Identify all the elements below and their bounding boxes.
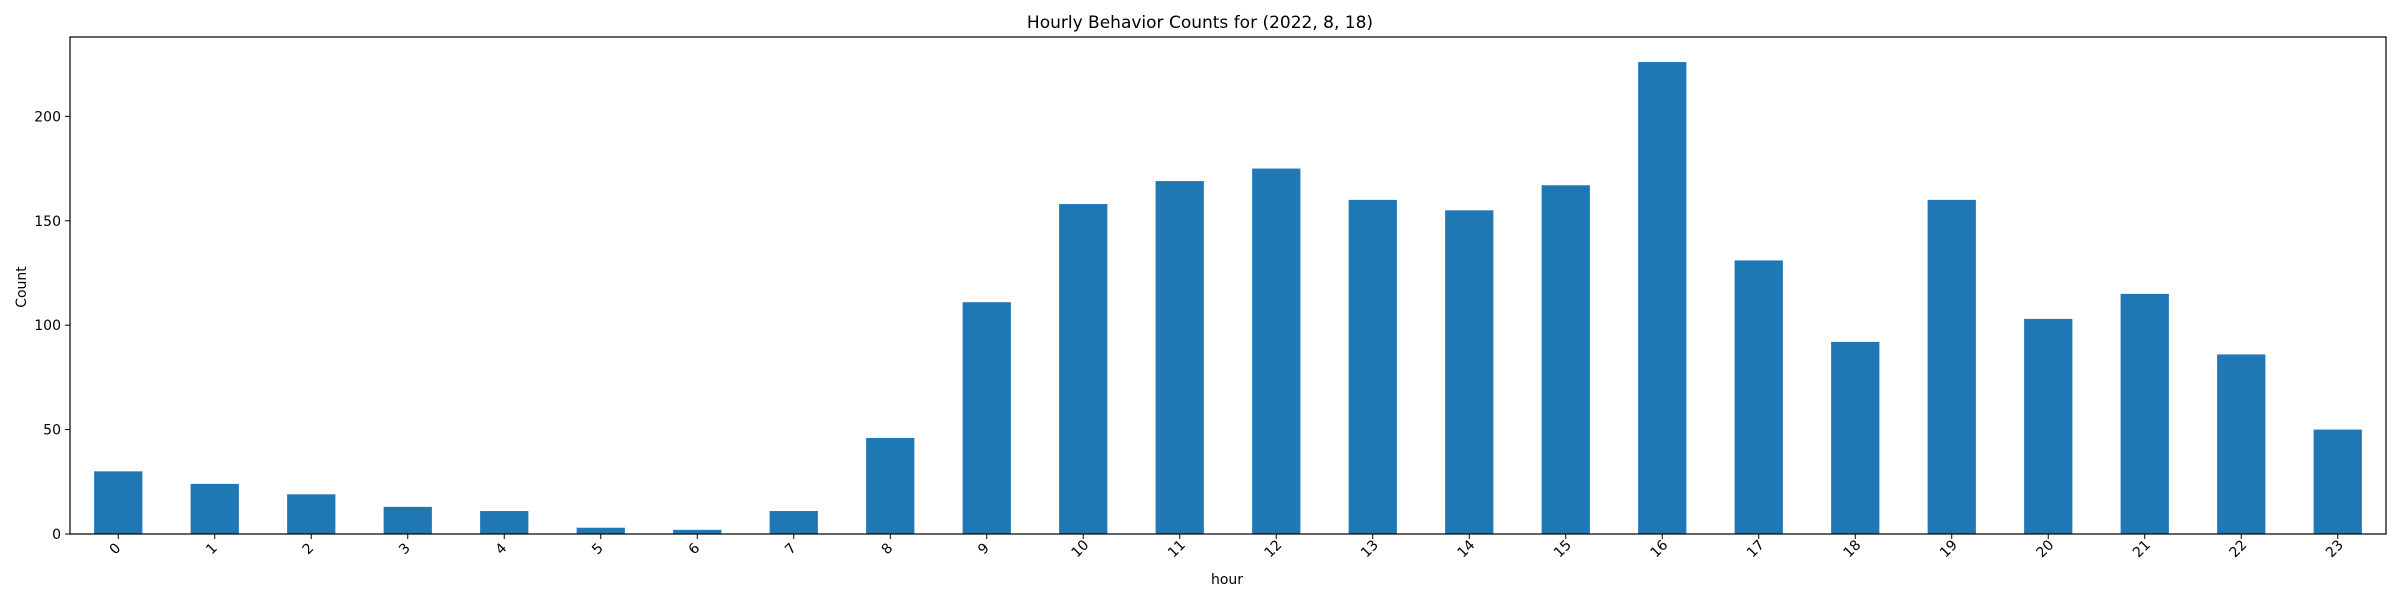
x-tick-label: 13	[1358, 537, 1382, 561]
bar-hour-19	[1927, 199, 1976, 534]
bar-hour-9	[962, 302, 1011, 534]
x-axis: 0 1 2 3 4 5 6 7 8 9 10 11 12 13 14 15 16 17 18 19 20 21 22 23	[107, 534, 2347, 561]
y-tick-label: 200	[34, 109, 61, 125]
x-tick-label: 7	[782, 540, 800, 558]
y-tick-label: 150	[34, 214, 61, 230]
bar-hour-1	[190, 483, 239, 534]
bar-hour-6	[673, 529, 722, 534]
bar-hour-8	[866, 437, 915, 534]
plot-frame	[69, 36, 2387, 535]
x-tick-label: 21	[2130, 537, 2154, 561]
x-tick-label: 22	[2226, 537, 2250, 561]
bar-hour-15	[1541, 185, 1590, 534]
x-tick-label: 1	[203, 540, 221, 558]
bar-hour-5	[576, 527, 625, 534]
y-tick-label: 100	[34, 318, 61, 334]
x-tick-label: 19	[1937, 537, 1961, 561]
chart-title: Hourly Behavior Counts for (2022, 8, 18)	[1027, 13, 1373, 33]
x-tick-label: 8	[879, 540, 897, 558]
x-tick-label: 11	[1165, 537, 1189, 561]
bar-hour-2	[287, 494, 336, 534]
x-tick-label: 23	[2323, 537, 2347, 561]
x-tick-label: 0	[107, 540, 125, 558]
bar-hour-3	[383, 506, 432, 534]
x-axis-label: hour	[1211, 572, 1243, 588]
bar-hour-10	[1059, 204, 1108, 534]
bar-hour-13	[1348, 199, 1397, 534]
x-tick-label: 17	[1744, 537, 1768, 561]
bar-hour-21	[2120, 293, 2169, 534]
y-tick-label: 0	[52, 527, 61, 543]
x-tick-label: 10	[1068, 537, 1092, 561]
y-axis: 0 50 100 150 200	[34, 109, 70, 543]
x-tick-label: 3	[396, 540, 414, 558]
bar-hour-14	[1445, 210, 1494, 534]
bar-hour-22	[2217, 354, 2266, 534]
bar-hour-16	[1638, 62, 1687, 534]
bar-hour-23	[2313, 429, 2362, 534]
bar-hour-18	[1831, 341, 1880, 534]
bars-group	[94, 62, 2362, 534]
x-tick-label: 16	[1647, 537, 1671, 561]
x-tick-label: 2	[300, 540, 318, 558]
x-tick-label: 15	[1551, 537, 1575, 561]
y-tick-label: 50	[43, 423, 61, 439]
y-axis-label: Count	[14, 266, 30, 308]
bar-hour-0	[94, 471, 143, 534]
x-tick-label: 5	[589, 540, 607, 558]
bar-hour-7	[769, 511, 818, 534]
bar-hour-4	[480, 511, 529, 534]
bar-hour-17	[1734, 260, 1783, 534]
bar-hour-12	[1252, 168, 1301, 534]
x-tick-label: 4	[493, 540, 511, 558]
x-tick-label: 12	[1261, 537, 1285, 561]
bar-hour-20	[2024, 318, 2073, 534]
x-tick-label: 18	[1840, 537, 1864, 561]
bar-hour-11	[1155, 181, 1204, 534]
x-tick-label: 6	[686, 540, 704, 558]
x-tick-label: 9	[975, 540, 993, 558]
x-tick-label: 20	[2033, 537, 2057, 561]
x-tick-label: 14	[1454, 537, 1478, 561]
